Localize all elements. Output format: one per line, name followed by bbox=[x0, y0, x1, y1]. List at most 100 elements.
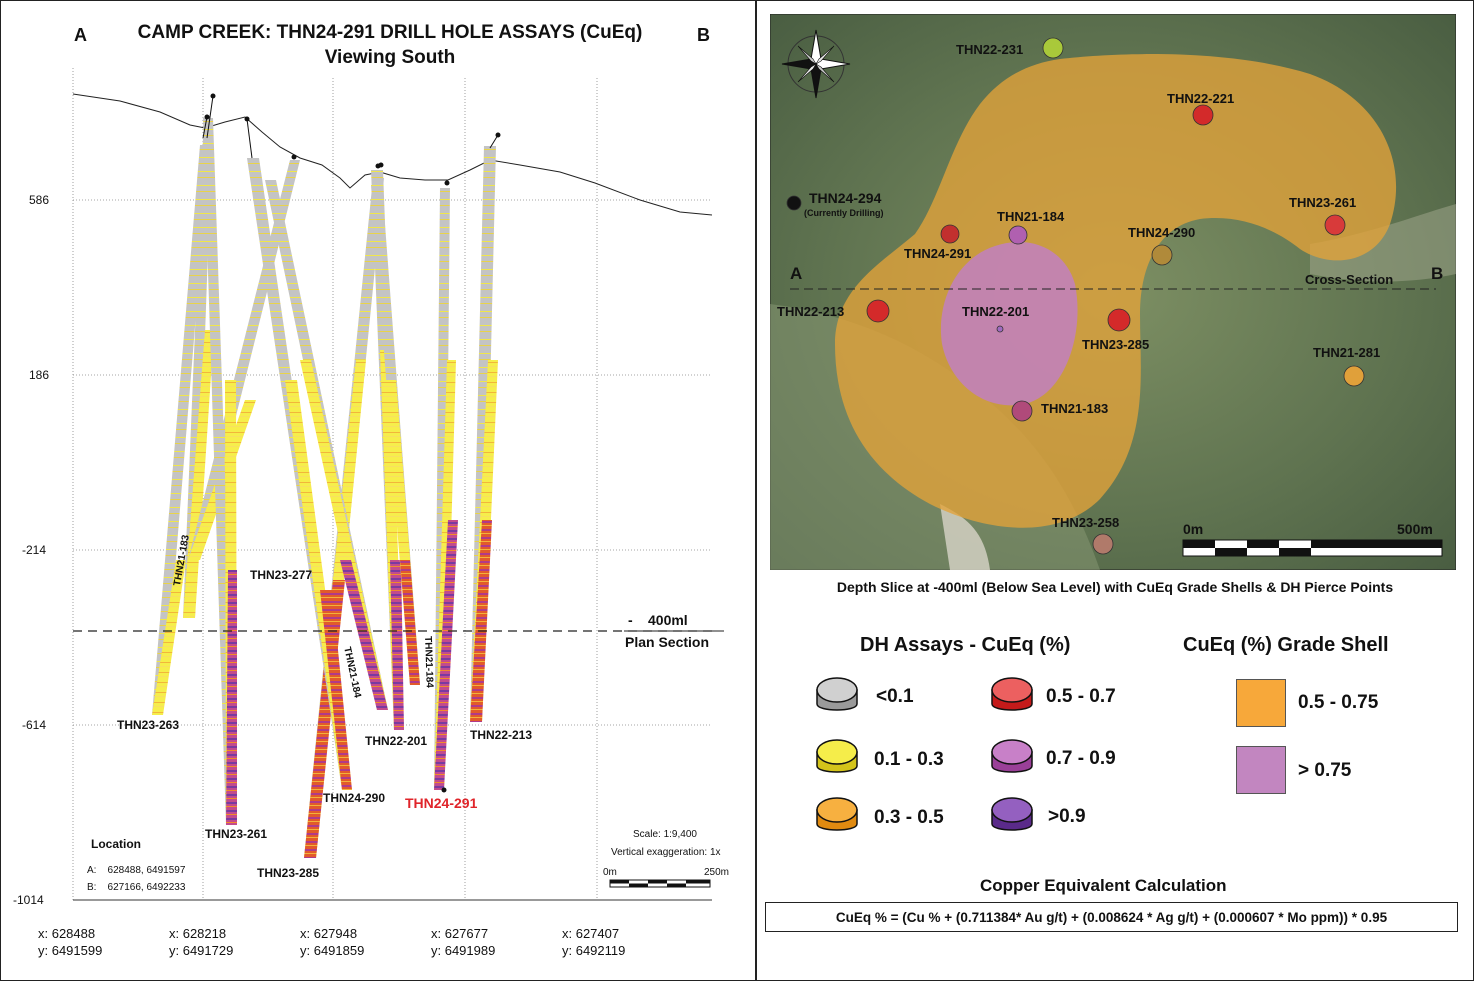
assay-label-03-05: 0.3 - 0.5 bbox=[874, 807, 944, 828]
map-label-thn23-258: THN23-258 bbox=[1052, 515, 1120, 530]
map-drilling-note: (Currently Drilling) bbox=[804, 208, 884, 218]
hole-thn22-213 bbox=[470, 146, 496, 722]
easting-5-x: x: 627407 bbox=[562, 926, 620, 941]
pp-thn23-258 bbox=[1092, 533, 1114, 555]
plan-section-text: Plan Section bbox=[625, 634, 710, 650]
map-label-thn22-221: THN22-221 bbox=[1167, 91, 1235, 106]
pp-thn21-281 bbox=[1343, 365, 1365, 387]
assay-label-gt09: >0.9 bbox=[1048, 806, 1086, 827]
map-scalebar bbox=[1182, 539, 1443, 557]
easting-4-x: x: 627677 bbox=[431, 926, 489, 941]
easting-3-x: x: 627948 bbox=[300, 926, 358, 941]
label-thn23-277: THN23-277 bbox=[250, 568, 313, 582]
plan-map bbox=[770, 14, 1456, 570]
label-thn23-285: THN23-285 bbox=[257, 866, 320, 880]
easting-5: x: 627407 y: 6492119 bbox=[562, 925, 625, 959]
map-label-b: B bbox=[1431, 264, 1444, 283]
easting-5-y: y: 6492119 bbox=[562, 943, 626, 958]
pp-thn22-221 bbox=[1192, 104, 1214, 126]
map-scalebar-start: 0m bbox=[1183, 521, 1204, 537]
map-scalebar-end: 500m bbox=[1397, 521, 1433, 537]
map-label-thn21-184: THN21-184 bbox=[997, 209, 1065, 224]
compass-rose-icon bbox=[781, 29, 851, 99]
easting-2-x: x: 628218 bbox=[169, 926, 227, 941]
elevation-tick-m1014: -1014 bbox=[13, 893, 44, 907]
calculation-formula: CuEq % = (Cu % + (0.711384* Au g/t) + (0… bbox=[765, 902, 1458, 932]
easting-3-y: y: 6491859 bbox=[300, 943, 365, 958]
section-scalebar-start: 0m bbox=[603, 867, 617, 878]
label-thn23-263: THN23-263 bbox=[117, 718, 180, 732]
map-label-thn23-285: THN23-285 bbox=[1082, 337, 1150, 352]
grade-shell-purple bbox=[940, 241, 1078, 406]
drill-holes bbox=[152, 118, 498, 858]
map-caption: Depth Slice at -400ml (Below Sea Level) … bbox=[836, 579, 1394, 595]
assay-label-07-09: 0.7 - 0.9 bbox=[1046, 748, 1116, 769]
easting-2: x: 628218 y: 6491729 bbox=[169, 925, 233, 959]
map-label-thn22-201: THN22-201 bbox=[962, 304, 1030, 319]
map-label-thn21-281: THN21-281 bbox=[1313, 345, 1381, 360]
map-label-thn21-183: THN21-183 bbox=[1041, 401, 1109, 416]
map-label-thn22-231: THN22-231 bbox=[956, 42, 1024, 57]
section-scalebar-end: 250m bbox=[704, 867, 730, 878]
assay-label-lt01: <0.1 bbox=[876, 686, 914, 707]
section-label-a: A bbox=[74, 25, 87, 45]
map-label-thn24-291: THN24-291 bbox=[904, 246, 972, 261]
shell-legend-title: CuEq (%) Grade Shell bbox=[1183, 634, 1389, 656]
pierce-points bbox=[786, 37, 1365, 555]
swatch-01-03 bbox=[816, 739, 858, 773]
pp-thn21-184 bbox=[1008, 225, 1028, 245]
shell-swatch-orange bbox=[1236, 679, 1286, 727]
label-thn24-291: THN24-291 bbox=[405, 795, 478, 811]
plan-section-dash: - bbox=[628, 612, 633, 628]
easting-4-y: y: 6491989 bbox=[431, 943, 496, 958]
label-thn24-290: THN24-290 bbox=[323, 791, 386, 805]
cross-section-plot bbox=[72, 68, 724, 901]
map-cross-section-label: Cross-Section bbox=[1305, 272, 1394, 287]
label-thn22-201: THN22-201 bbox=[365, 734, 428, 748]
swatch-03-05 bbox=[816, 797, 858, 831]
swatch-lt01 bbox=[816, 677, 858, 711]
shell-swatch-purple bbox=[1236, 746, 1286, 794]
easting-4: x: 627677 y: 6491989 bbox=[431, 925, 495, 959]
elevation-tick-586: 586 bbox=[29, 193, 50, 207]
topography-line bbox=[72, 93, 713, 216]
shell-label-purple: > 0.75 bbox=[1298, 760, 1352, 781]
pp-thn24-291 bbox=[940, 224, 960, 244]
map-drilling-hole: THN24-294 bbox=[809, 190, 882, 206]
section-subtitle: Viewing South bbox=[324, 47, 456, 68]
pp-thn23-261 bbox=[1324, 214, 1346, 236]
section-scale: Scale: 1:9,400 bbox=[633, 829, 697, 840]
swatch-05-07 bbox=[991, 677, 1033, 711]
elevation-tick-186: 186 bbox=[29, 368, 50, 382]
location-title: Location bbox=[91, 837, 141, 851]
collar-points bbox=[202, 93, 501, 793]
easting-1-x: x: 628488 bbox=[38, 926, 96, 941]
assay-swatches bbox=[816, 677, 1033, 831]
section-scalebar bbox=[609, 879, 711, 888]
hole-thn21-183 bbox=[183, 138, 212, 618]
easting-1: x: 628488 y: 6491599 bbox=[38, 925, 102, 959]
swatch-07-09 bbox=[991, 739, 1033, 773]
grade-shell-orange bbox=[835, 54, 1397, 528]
swatch-gt09 bbox=[991, 797, 1033, 831]
pp-thn21-183 bbox=[1011, 400, 1033, 422]
easting-3: x: 627948 y: 6491859 bbox=[300, 925, 364, 959]
label-thn23-261: THN23-261 bbox=[205, 827, 268, 841]
map-label-thn22-213: THN22-213 bbox=[777, 304, 845, 319]
map-label-thn23-261: THN23-261 bbox=[1289, 195, 1357, 210]
label-thn21-184-b: THN21-184 bbox=[422, 636, 435, 689]
hole-thn24-291 bbox=[434, 188, 450, 790]
shell-label-orange: 0.5 - 0.75 bbox=[1298, 692, 1379, 713]
location-a: A: 628488, 6491597 bbox=[87, 865, 186, 876]
section-title: CAMP CREEK: THN24-291 DRILL HOLE ASSAYS … bbox=[137, 22, 643, 43]
pp-thn22-231 bbox=[1042, 37, 1064, 59]
label-thn22-213: THN22-213 bbox=[470, 728, 533, 742]
elevation-tick-m614: -614 bbox=[22, 718, 47, 732]
vertical-exaggeration: Vertical exaggeration: 1x bbox=[611, 847, 721, 858]
plan-section-level: 400ml bbox=[648, 612, 688, 628]
location-b: B: 627166, 6492233 bbox=[87, 882, 186, 893]
pp-thn24-294 bbox=[786, 195, 802, 211]
map-label-a: A bbox=[790, 264, 803, 283]
calculation-title: Copper Equivalent Calculation bbox=[980, 876, 1227, 895]
pp-thn24-290 bbox=[1151, 244, 1173, 266]
